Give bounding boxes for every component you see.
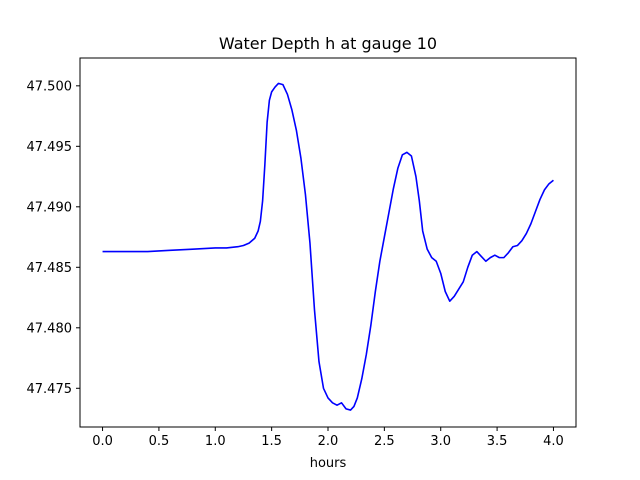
y-tick-label: 47.475 [27,382,73,397]
x-tick-label: 4.0 [543,434,564,449]
x-tick-label: 3.5 [487,434,508,449]
y-axis: 47.475 47.480 47.485 47.490 47.495 47.500 [27,79,80,397]
x-tick-label: 2.0 [318,434,339,449]
chart-title: Water Depth h at gauge 10 [219,34,437,53]
x-axis: 0.0 0.5 1.0 1.5 2.0 2.5 3.0 3.5 4.0 [92,427,564,449]
y-tick-label: 47.480 [27,321,73,336]
x-tick-label: 3.0 [430,434,451,449]
x-tick-label: 0.5 [149,434,170,449]
series-line-0 [102,82,554,411]
y-tick-label: 47.500 [27,79,73,94]
axes-frame [79,57,577,428]
y-tick-label: 47.495 [27,140,73,155]
x-tick-label: 2.5 [374,434,395,449]
x-tick-label: 0.0 [92,434,113,449]
x-tick-label: 1.0 [205,434,226,449]
x-axis-label: hours [310,456,347,471]
y-tick-label: 47.485 [27,261,73,276]
x-tick-label: 1.5 [261,434,282,449]
plot-area [102,82,554,411]
y-tick-label: 47.490 [27,200,73,215]
